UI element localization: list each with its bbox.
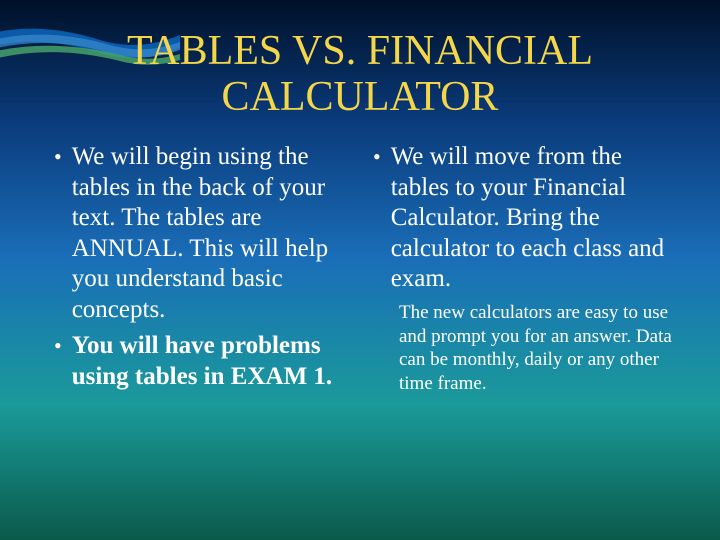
bullet-item: • You will have problems using tables in…: [54, 331, 361, 392]
left-column: • We will begin using the tables in the …: [54, 142, 361, 398]
bullet-icon: •: [54, 142, 62, 172]
bullet-text: We will move from the tables to your Fin…: [391, 142, 680, 295]
title-line-2: CALCULATOR: [222, 74, 499, 120]
slide: TABLES VS. FINANCIAL CALCULATOR • We wil…: [0, 0, 720, 540]
right-column: • We will move from the tables to your F…: [373, 142, 680, 398]
bullet-text: You will have problems using tables in E…: [72, 331, 361, 392]
sub-text: The new calculators are easy to use and …: [399, 301, 680, 396]
bullet-item: • We will begin using the tables in the …: [54, 142, 361, 325]
bullet-icon: •: [54, 331, 62, 361]
content-columns: • We will begin using the tables in the …: [0, 120, 720, 398]
bullet-item: • We will move from the tables to your F…: [373, 142, 680, 295]
slide-title: TABLES VS. FINANCIAL CALCULATOR: [0, 0, 720, 120]
bullet-icon: •: [373, 142, 381, 172]
bullet-text: We will begin using the tables in the ba…: [72, 142, 361, 325]
title-line-1: TABLES VS. FINANCIAL: [127, 28, 593, 74]
